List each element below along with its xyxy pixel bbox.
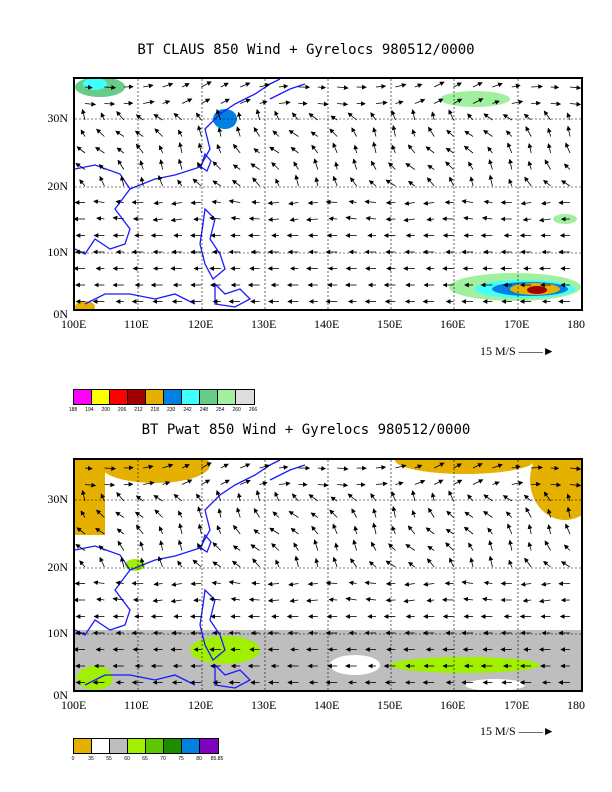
y-tick-label: 10N xyxy=(47,626,68,640)
y-tick-label: 0N xyxy=(53,307,68,321)
panel-2-colorbar xyxy=(73,738,219,754)
x-tick-label: 150E xyxy=(377,698,403,712)
shaded-field xyxy=(75,79,581,309)
x-tick-label: 120E xyxy=(188,317,214,331)
x-tick-label: 110E xyxy=(124,698,149,712)
panel-2-title: BT Pwat 850 Wind + Gyrelocs 980512/0000 xyxy=(141,422,471,438)
colorbar-label: 60 xyxy=(124,756,130,762)
colorbar-label: 242 xyxy=(183,407,192,413)
shaded-field xyxy=(75,460,581,690)
panel-2-reference-label: 15 M/S xyxy=(480,724,516,738)
colorbar-label: 194 xyxy=(85,407,94,413)
reference-arrow-icon: ——► xyxy=(518,344,555,358)
colorbar-label: 0 xyxy=(71,756,75,762)
colorbar-swatch xyxy=(146,739,164,753)
wind-vectors xyxy=(75,81,581,304)
x-tick-label: 180 xyxy=(567,698,585,712)
panel-1-reference-vector: 15 M/S ——► xyxy=(480,344,555,359)
wind-vectors xyxy=(75,462,581,685)
colorbar-label: 75 xyxy=(178,756,184,762)
x-tick-label: 160E xyxy=(440,317,466,331)
colorbar-swatch xyxy=(164,739,182,753)
panel-2-reference-vector: 15 M/S ——► xyxy=(480,724,555,739)
colorbar-label: 218 xyxy=(150,407,159,413)
colorbar-swatch xyxy=(164,390,182,404)
y-tick-label: 20N xyxy=(47,560,68,574)
colorbar-label: 212 xyxy=(134,407,143,413)
colorbar-label: 230 xyxy=(167,407,176,413)
colorbar-label: 206 xyxy=(117,407,127,413)
colorbar-swatch xyxy=(110,739,128,753)
colorbar-label: 260 xyxy=(232,407,241,413)
x-tick-label: 120E xyxy=(188,698,214,712)
x-tick-label: 100E xyxy=(61,698,87,712)
x-tick-label: 130E xyxy=(251,317,277,331)
colorbar-swatch xyxy=(236,390,254,404)
x-tick-label: 150E xyxy=(377,317,403,331)
colorbar-label: 254 xyxy=(216,407,225,413)
colorbar-label: 266 xyxy=(248,407,258,413)
panel-2-map xyxy=(73,458,583,692)
x-tick-label: 140E xyxy=(314,698,340,712)
colorbar-label: 70 xyxy=(160,756,166,762)
colorbar-label: 200 xyxy=(101,407,110,413)
colorbar-label: 55 xyxy=(106,756,112,762)
reference-arrow-icon: ——► xyxy=(518,724,555,738)
colorbar-swatch xyxy=(182,390,200,404)
colorbar-label: 85.85 xyxy=(210,756,224,762)
coastline xyxy=(75,460,306,689)
colorbar-label: 188 xyxy=(68,407,78,413)
map-canvas xyxy=(75,460,581,690)
panel-1-reference-label: 15 M/S xyxy=(480,344,516,358)
x-tick-label: 100E xyxy=(61,317,87,331)
x-tick-label: 140E xyxy=(314,317,340,331)
colorbar-swatch xyxy=(74,390,92,404)
x-tick-label: 160E xyxy=(440,698,466,712)
colorbar-label: 248 xyxy=(199,407,209,413)
map-canvas xyxy=(75,79,581,309)
y-tick-label: 30N xyxy=(47,111,68,125)
y-tick-label: 0N xyxy=(53,688,68,702)
x-tick-label: 110E xyxy=(124,317,149,331)
y-tick-label: 20N xyxy=(47,179,68,193)
colorbar-label: 35 xyxy=(88,756,94,762)
coastline xyxy=(75,79,306,308)
panel-1-title: BT CLAUS 850 Wind + Gyrelocs 980512/0000 xyxy=(137,42,475,58)
colorbar-swatch xyxy=(74,739,92,753)
panel-1-map xyxy=(73,77,583,311)
y-tick-label: 30N xyxy=(47,492,68,506)
x-tick-label: 130E xyxy=(251,698,277,712)
colorbar-label: 80 xyxy=(196,756,202,762)
colorbar-swatch xyxy=(200,739,218,753)
colorbar-label: 65 xyxy=(142,756,148,762)
x-tick-label: 170E xyxy=(504,698,530,712)
colorbar-swatch xyxy=(92,390,110,404)
panel-1-colorbar xyxy=(73,389,255,405)
y-tick-label: 10N xyxy=(47,245,68,259)
colorbar-swatch xyxy=(128,739,146,753)
colorbar-swatch xyxy=(182,739,200,753)
colorbar-swatch xyxy=(110,390,128,404)
colorbar-swatch xyxy=(128,390,146,404)
colorbar-swatch xyxy=(146,390,164,404)
x-tick-label: 180 xyxy=(567,317,585,331)
colorbar-swatch xyxy=(200,390,218,404)
x-tick-label: 170E xyxy=(504,317,530,331)
colorbar-swatch xyxy=(92,739,110,753)
colorbar-swatch xyxy=(218,390,236,404)
